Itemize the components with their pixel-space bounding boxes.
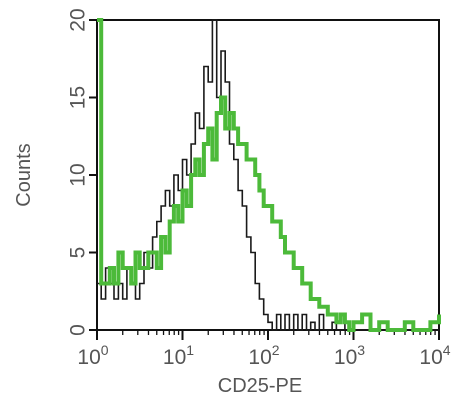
y-tick-label: 20: [67, 8, 90, 31]
y-tick-label: 5: [67, 247, 90, 259]
black-series-line: [97, 19, 439, 331]
y-axis-ticks: 0 5 10 15 20: [67, 8, 97, 336]
x-tick-label: 101: [163, 342, 194, 369]
x-tick-label: 104: [419, 342, 450, 369]
series-layer: [97, 18, 441, 332]
x-axis-label: CD25-PE: [218, 375, 302, 397]
plot-frame: [96, 19, 440, 331]
x-tick-label: 100: [77, 342, 108, 369]
y-tick-label: 10: [67, 163, 90, 186]
x-axis-ticks: 100 101 102 103 104: [77, 330, 451, 369]
y-axis-label: Counts: [13, 143, 35, 206]
green-series-line: [97, 18, 441, 332]
x-tick-label: 102: [248, 342, 279, 369]
y-tick-label: 15: [67, 86, 90, 109]
x-tick-label: 103: [334, 342, 365, 369]
y-tick-label: 0: [67, 324, 90, 336]
